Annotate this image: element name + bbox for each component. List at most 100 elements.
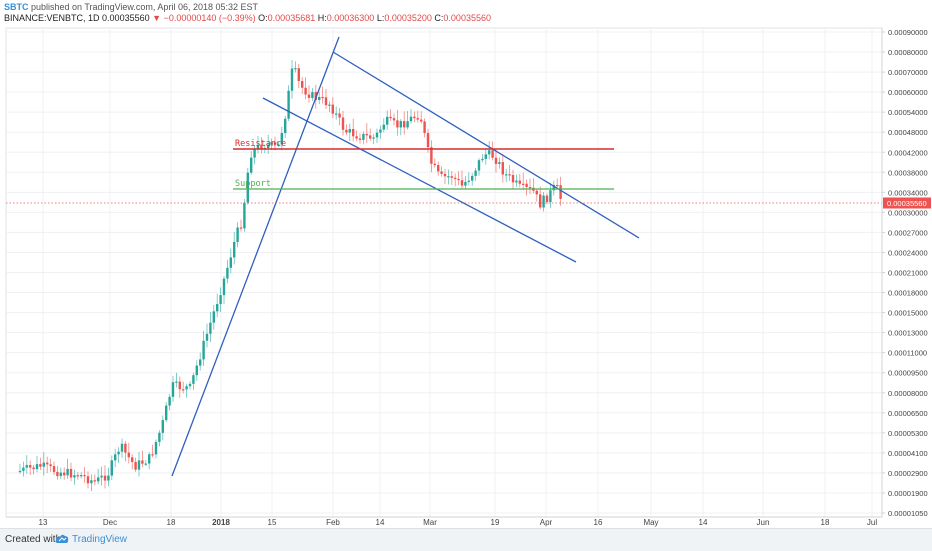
publish-info: SBTC published on TradingView.com, April… <box>4 2 258 12</box>
x-tick-label: 2018 <box>212 518 230 527</box>
candle-body <box>73 475 76 478</box>
candle-body <box>284 118 287 134</box>
candle-body <box>25 465 28 468</box>
candle-body <box>243 202 246 229</box>
candle-body <box>420 119 423 122</box>
candle-body <box>409 116 413 122</box>
x-tick-label: 18 <box>167 518 176 527</box>
candle-body <box>406 121 409 128</box>
candle-body <box>511 174 515 183</box>
time-axis[interactable]: 13 Dec 18 2018 15 Feb 14 Mar 19 Apr 16 May 14 Jun 18 Ju… <box>6 516 882 527</box>
candle-body <box>375 132 379 138</box>
candle-body <box>355 136 358 139</box>
y-tick-label: 0.00005300 <box>888 429 928 438</box>
low-value: 0.00035200 <box>384 13 432 23</box>
candle-body <box>226 267 229 279</box>
candle-body <box>294 68 297 70</box>
close-label: C: <box>434 13 444 23</box>
x-tick-label: 19 <box>491 518 500 527</box>
candle-body <box>107 475 110 481</box>
candle-body <box>287 90 290 119</box>
candle-body <box>307 94 311 98</box>
candle-body <box>501 162 504 175</box>
tradingview-brand[interactable]: TradingView <box>72 534 128 545</box>
y-tick-label: 0.00080000 <box>888 48 928 57</box>
candle-body <box>267 144 270 149</box>
candle-body <box>494 157 498 164</box>
candle-body <box>416 118 419 120</box>
candle-body <box>219 295 222 305</box>
y-tick-label: 0.00008000 <box>888 389 928 398</box>
x-tick-label: Jun <box>757 518 770 527</box>
candle-body <box>42 462 45 467</box>
high-value: 0.00036300 <box>326 13 375 23</box>
candle-body <box>464 181 467 186</box>
symbol-ohlc-line: BINANCE:VENBTC, 1D 0.00035560 ▼ −0.00000… <box>4 13 491 23</box>
candle-body <box>515 180 518 183</box>
x-tick-label: 14 <box>376 518 385 527</box>
candle-body <box>250 157 253 173</box>
candle-body <box>290 68 294 91</box>
close-value: 0.00035560 <box>443 13 491 23</box>
candle-body <box>423 121 426 134</box>
candle-body <box>97 477 100 482</box>
support-label: Support <box>235 179 271 189</box>
candle-body <box>199 359 202 366</box>
candle-body <box>144 463 147 465</box>
candle-body <box>450 176 453 178</box>
candle-body <box>379 129 382 133</box>
candle-body <box>195 365 198 376</box>
candle-body <box>239 227 243 229</box>
candle-body <box>331 104 334 114</box>
candle-body <box>324 97 328 106</box>
candle-body <box>358 138 362 140</box>
candle-body <box>545 195 549 202</box>
x-tick-label: Jul <box>867 518 877 527</box>
channel-upper-line <box>332 51 640 239</box>
candle-body <box>321 96 324 99</box>
candle-body <box>154 441 158 455</box>
symbol-label: BINANCE:VENBTC, 1D <box>4 13 100 23</box>
price-axis[interactable]: 0.00090000 0.00080000 0.00070000 0.00060000… <box>881 28 931 518</box>
x-tick-label: Apr <box>540 518 553 527</box>
y-tick-label: 0.00018000 <box>888 289 928 298</box>
y-tick-label: 0.00001050 <box>888 509 928 518</box>
candle-body <box>345 129 348 133</box>
resistance-label: Resistance <box>235 139 286 149</box>
publisher-user[interactable]: SBTC <box>4 2 29 12</box>
candle-body <box>46 462 49 465</box>
tradingview-logo-icon <box>55 534 69 543</box>
low-label: L: <box>376 13 385 23</box>
candle-body <box>399 121 402 128</box>
annotation-labels: Resistance Support <box>235 139 286 189</box>
candle-body <box>389 116 392 119</box>
candle-body <box>488 150 491 155</box>
candle-body <box>273 142 277 145</box>
candle-body <box>498 162 501 164</box>
x-tick-label: Feb <box>326 518 340 527</box>
x-tick-label: 14 <box>699 518 708 527</box>
y-tick-label: 0.00009500 <box>888 369 928 378</box>
candle-body <box>392 118 396 121</box>
down-arrow-icon: ▼ <box>152 13 162 23</box>
drawings <box>6 36 882 477</box>
candle-body <box>311 92 314 98</box>
candle-body <box>559 185 562 199</box>
candle-body <box>212 311 215 323</box>
candle-body <box>90 480 93 484</box>
candle-body <box>301 81 304 88</box>
candle-body <box>66 468 69 476</box>
candle-body <box>525 183 528 188</box>
uptrend-line <box>171 36 340 477</box>
candle-body <box>447 176 450 178</box>
y-tick-label: 0.00060000 <box>888 88 928 97</box>
candle-body <box>29 465 32 468</box>
y-tick-label: 0.00011000 <box>888 349 927 358</box>
y-tick-label: 0.00070000 <box>888 68 928 77</box>
candle-body <box>137 460 141 470</box>
candle-body <box>467 180 470 182</box>
candle-body <box>18 470 22 473</box>
candle-body <box>443 173 447 177</box>
y-tick-label: 0.00024000 <box>888 248 928 257</box>
